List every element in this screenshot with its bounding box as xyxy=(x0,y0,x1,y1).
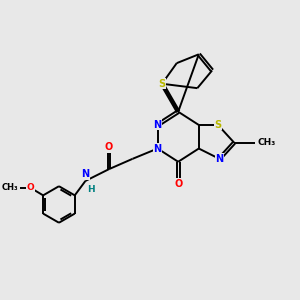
Text: O: O xyxy=(105,142,113,152)
Text: S: S xyxy=(214,120,221,130)
Text: N: N xyxy=(154,143,162,154)
Text: CH₃: CH₃ xyxy=(2,184,18,193)
Text: O: O xyxy=(27,184,34,193)
Text: N: N xyxy=(154,120,162,130)
Text: S: S xyxy=(158,79,166,89)
Text: O: O xyxy=(174,179,182,189)
Text: N: N xyxy=(81,169,89,179)
Text: N: N xyxy=(215,154,223,164)
Text: H: H xyxy=(87,185,94,194)
Text: CH₃: CH₃ xyxy=(258,138,276,147)
